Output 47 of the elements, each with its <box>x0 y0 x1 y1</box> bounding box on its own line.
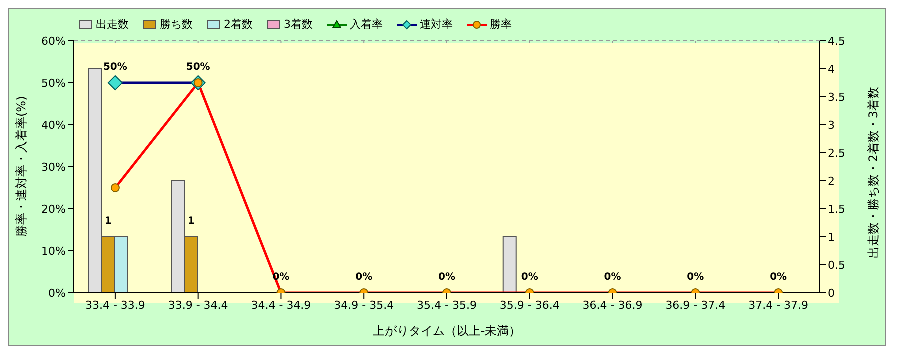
y2-tick-label: 0 <box>828 286 835 300</box>
data-label: 1 <box>188 216 195 227</box>
data-label: 50% <box>186 62 210 73</box>
x-axis-title: 上がりタイム（以上-未満） <box>372 324 522 338</box>
legend-label: 3着数 <box>284 17 313 32</box>
bar <box>502 236 517 293</box>
y-tick-label: 0% <box>48 286 66 300</box>
y2-tick-label: 4 <box>828 62 835 76</box>
y-tick-label: 60% <box>42 34 66 48</box>
y2-tick-label: 1.5 <box>828 202 846 216</box>
y-tick-label: 10% <box>42 244 66 258</box>
y-tick-label: 20% <box>42 202 66 216</box>
data-label: 0% <box>521 272 538 283</box>
y-tick-label: 30% <box>42 160 66 174</box>
legend-label: 勝率 <box>490 17 512 32</box>
data-label: 0% <box>687 272 704 283</box>
y2-tick-label: 2 <box>828 174 835 188</box>
data-label: 0% <box>438 272 456 283</box>
data-label: 1 <box>104 216 112 227</box>
x-tick-label: 33.9 - 34.4 <box>168 298 228 312</box>
x-tick-label: 36.4 - 36.9 <box>582 298 643 312</box>
y2-tick-label: 3 <box>828 118 835 132</box>
x-tick-label: 37.4 - 37.9 <box>748 298 809 312</box>
x-tick-label: 35.9 - 36.4 <box>500 298 560 312</box>
y2-axis-title: 出走数・勝ち数・2着数・3着数 <box>866 87 880 258</box>
legend-label: 2着数 <box>224 17 253 32</box>
y2-tick-label: 0.5 <box>828 258 846 272</box>
x-tick-label: 34.9 - 35.4 <box>334 298 394 312</box>
x-tick-label: 34.4 - 34.9 <box>251 298 312 312</box>
y2-tick-label: 1 <box>828 230 835 244</box>
legend-label: 出走数 <box>96 17 129 32</box>
y-axis-title: 勝率・連対率・入着率(%) <box>14 96 28 237</box>
y2-tick-label: 2.5 <box>828 146 846 160</box>
data-label: 0% <box>770 272 788 283</box>
x-tick-label: 35.4 - 35.9 <box>417 298 477 312</box>
y-tick-label: 40% <box>42 118 66 132</box>
data-label: 0% <box>604 272 622 283</box>
y-tick-label: 50% <box>42 76 66 90</box>
legend-label: 連対率 <box>420 17 453 32</box>
x-tick-label: 33.4 - 33.9 <box>85 298 146 312</box>
legend-label: 入着率 <box>350 17 383 32</box>
data-label: 0% <box>356 272 373 283</box>
x-tick-label: 36.9 - 37.4 <box>666 298 726 312</box>
y2-tick-label: 3.5 <box>828 90 846 104</box>
y2-tick-label: 4.5 <box>828 34 846 48</box>
legend-label: 勝ち数 <box>160 17 193 32</box>
data-label: 50% <box>103 62 128 73</box>
